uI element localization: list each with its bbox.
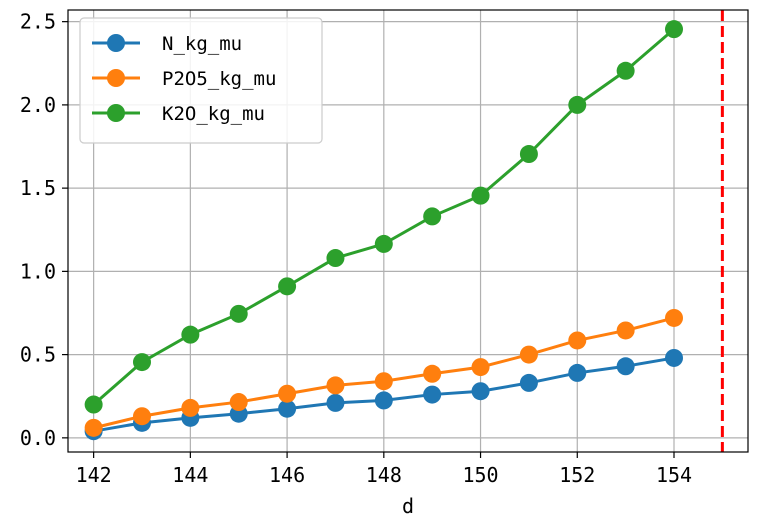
x-tick-label: 146 [269,463,305,487]
data-point [326,249,345,268]
data-point [423,385,442,404]
data-point [568,95,587,114]
x-tick-label: 150 [462,463,498,487]
series-layer [84,20,684,441]
data-point [374,372,393,391]
y-tick-label: 2.0 [20,93,56,117]
data-point [229,393,248,412]
x-tick-label: 152 [559,463,595,487]
legend: N_kg_mu P2O5_kg_mu K2O_kg_mu [79,17,323,144]
data-point [132,407,151,426]
y-tick-label: 1.0 [20,259,56,283]
x-tick-label: 148 [366,463,402,487]
data-point [326,393,345,412]
data-point [84,395,103,414]
series-P2O5_kg_mu [84,308,684,437]
data-point [374,234,393,253]
data-point [278,277,297,296]
x-tick-label: 142 [76,463,112,487]
data-point [229,304,248,323]
data-point [181,325,200,344]
data-point [374,391,393,410]
data-point [568,363,587,382]
ticks: 142 144 146 148 150 152 154 0.0 0.5 1.0 1.5 2.0 2.5 [20,10,692,487]
data-point [132,353,151,372]
plot-frame [67,9,749,453]
legend-swatch-marker [107,34,125,52]
data-point [423,207,442,226]
data-point [616,357,635,376]
data-point [278,399,297,418]
data-point [519,345,538,364]
data-point [278,384,297,403]
legend-swatch-marker [107,104,125,122]
series-N_kg_mu [84,348,684,441]
data-point [181,398,200,417]
data-point [519,373,538,392]
y-tick-label: 0.0 [20,426,56,450]
data-point [665,20,684,39]
legend-label: K2O_kg_mu [162,103,265,125]
y-tick-label: 2.5 [20,10,56,34]
data-point [471,186,490,205]
data-point [519,145,538,164]
x-axis-title: d [402,494,414,518]
x-tick-label: 144 [172,463,208,487]
legend-label: P2O5_kg_mu [162,68,276,90]
legend-box [79,17,323,144]
x-tick-label: 154 [656,463,692,487]
y-tick-label: 0.5 [20,343,56,367]
legend-label: N_kg_mu [162,33,242,55]
data-point [471,358,490,377]
legend-item: K2O_kg_mu [92,103,265,125]
legend-item: P2O5_kg_mu [92,68,276,90]
data-point [616,61,635,80]
data-point [326,376,345,395]
y-tick-label: 1.5 [20,176,56,200]
series-K2O_kg_mu [84,20,684,414]
data-point [616,321,635,340]
data-point [568,331,587,350]
data-point [665,348,684,367]
legend-item: N_kg_mu [92,33,242,55]
data-point [423,364,442,383]
data-point [665,308,684,327]
data-point [84,418,103,437]
data-point [471,382,490,401]
legend-swatch-marker [107,69,125,87]
